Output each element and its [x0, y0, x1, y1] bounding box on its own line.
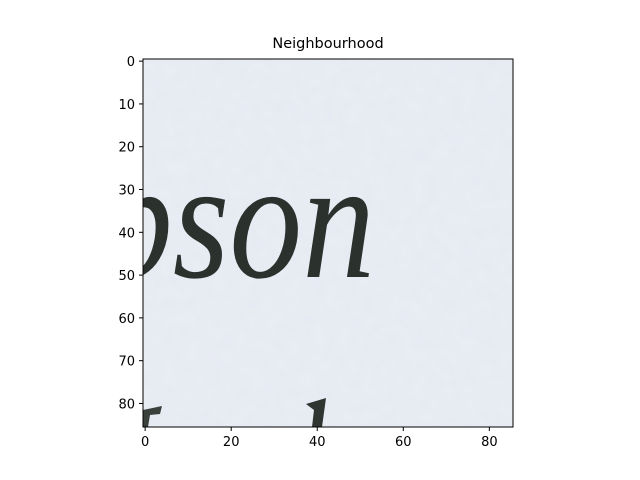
y-tick-label: 10 [118, 98, 135, 113]
axes-frame [142, 58, 514, 428]
image: pson [91, 59, 513, 427]
y-tick-label: 80 [118, 397, 135, 412]
y-tick-label: 40 [118, 226, 135, 241]
x-tick-label: 80 [481, 435, 498, 450]
x-tick-label: 60 [395, 435, 412, 450]
x-tick-label: 20 [223, 435, 240, 450]
y-tick-label: 50 [118, 269, 135, 284]
y-tick-label: 70 [118, 355, 135, 370]
image-fragment [143, 406, 162, 427]
y-tick-label: 30 [118, 184, 135, 199]
y-tick-label: 0 [127, 55, 135, 70]
y-tick-label: 20 [118, 141, 135, 156]
y-tick-label: 60 [118, 312, 135, 327]
x-tick-label: 0 [141, 435, 149, 450]
image-fragment [306, 398, 326, 427]
chart-title: Neighbourhood [272, 36, 383, 52]
x-tick-label: 40 [309, 435, 326, 450]
image-text: pson [91, 126, 375, 314]
